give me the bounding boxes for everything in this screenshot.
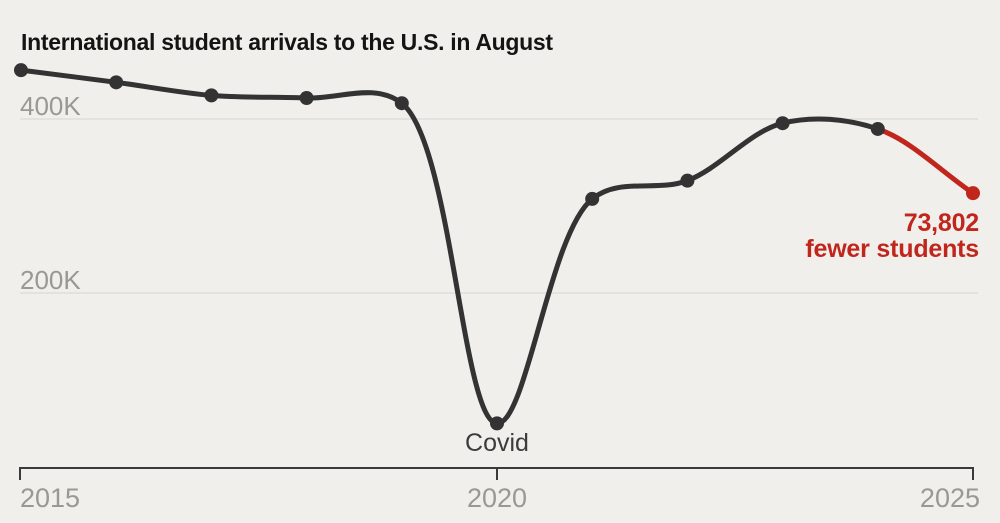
drop-annotation: 73,802 fewer students [805, 210, 979, 262]
x-tick-label-2020: 2020 [466, 483, 528, 513]
arrivals-line [18, 67, 881, 426]
data-point-2021 [585, 191, 600, 206]
x-tick-label-2025: 2025 [919, 483, 980, 513]
data-point-2023 [775, 116, 790, 131]
data-point-2015 [14, 63, 28, 78]
data-point-2022 [680, 173, 695, 188]
drop-annotation-value: 73,802 [903, 209, 979, 237]
data-point-2016 [109, 75, 124, 90]
covid-annotation: Covid [465, 429, 529, 457]
data-point-2024 [870, 121, 885, 136]
data-point-2020 [490, 416, 504, 431]
drop-annotation-label: fewer students [805, 235, 979, 263]
data-point-2018 [299, 90, 314, 105]
data-point-2019 [394, 96, 409, 111]
data-point-2025 [966, 186, 980, 201]
x-tick-label-2015: 2015 [20, 483, 81, 513]
y-tick-label-400k: 400K [20, 91, 81, 121]
highlight-line-segment [875, 126, 976, 196]
chart-title: International student arrivals to the U.… [21, 29, 553, 56]
data-point-2017 [204, 88, 219, 103]
y-tick-label-200k: 200K [20, 265, 81, 295]
